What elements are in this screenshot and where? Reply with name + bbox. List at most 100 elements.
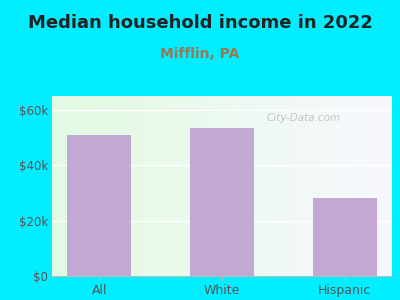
Bar — [218, 96, 222, 276]
Bar — [341, 96, 344, 276]
Bar — [190, 128, 254, 276]
Bar — [362, 96, 365, 276]
Bar — [226, 96, 229, 276]
Bar — [212, 96, 215, 276]
Bar — [106, 96, 110, 276]
Bar — [202, 96, 205, 276]
Bar — [158, 96, 161, 276]
Bar — [96, 96, 100, 276]
Bar — [52, 96, 55, 276]
Bar — [55, 96, 59, 276]
Bar — [137, 96, 140, 276]
Bar — [110, 96, 113, 276]
Text: Median household income in 2022: Median household income in 2022 — [28, 14, 372, 32]
Bar — [253, 96, 256, 276]
Bar — [365, 96, 368, 276]
Bar — [344, 96, 348, 276]
Bar — [300, 96, 304, 276]
Bar — [86, 96, 89, 276]
Bar — [382, 96, 385, 276]
Bar — [266, 96, 270, 276]
Bar — [154, 96, 158, 276]
Bar — [310, 96, 314, 276]
Bar — [127, 96, 130, 276]
Bar — [188, 96, 192, 276]
Bar — [147, 96, 150, 276]
Bar — [314, 96, 317, 276]
Bar — [69, 96, 72, 276]
Bar — [205, 96, 208, 276]
Bar — [62, 96, 66, 276]
Bar — [208, 96, 212, 276]
Text: City-Data.com: City-Data.com — [266, 112, 341, 123]
Bar — [283, 96, 286, 276]
Bar — [178, 96, 181, 276]
Bar — [134, 96, 137, 276]
Bar — [375, 96, 378, 276]
Bar — [215, 96, 218, 276]
Bar — [334, 96, 338, 276]
Bar — [192, 96, 195, 276]
Bar — [150, 96, 154, 276]
Bar — [385, 96, 388, 276]
Bar — [103, 96, 106, 276]
Bar — [59, 96, 62, 276]
Bar — [358, 96, 362, 276]
Bar — [229, 96, 232, 276]
Bar — [113, 96, 117, 276]
Bar — [286, 96, 290, 276]
Bar — [181, 96, 185, 276]
Bar — [130, 96, 134, 276]
Bar — [307, 96, 310, 276]
Bar — [222, 96, 226, 276]
Bar — [79, 96, 82, 276]
Bar — [351, 96, 354, 276]
Bar — [276, 96, 280, 276]
Bar — [90, 96, 93, 276]
Bar — [68, 135, 131, 276]
Bar — [293, 96, 297, 276]
Bar — [242, 96, 246, 276]
Bar — [317, 96, 320, 276]
Text: Mifflin, PA: Mifflin, PA — [160, 46, 240, 61]
Bar — [324, 96, 327, 276]
Bar — [140, 96, 144, 276]
Bar — [297, 96, 300, 276]
Bar — [171, 96, 174, 276]
Bar — [123, 96, 127, 276]
Bar — [313, 199, 376, 276]
Bar — [321, 96, 324, 276]
Bar — [389, 96, 392, 276]
Bar — [174, 96, 178, 276]
Bar — [161, 96, 164, 276]
Bar — [273, 96, 276, 276]
Bar — [372, 96, 375, 276]
Bar — [368, 96, 372, 276]
Bar — [93, 96, 96, 276]
Bar — [185, 96, 188, 276]
Bar — [195, 96, 198, 276]
Bar — [263, 96, 266, 276]
Bar — [355, 96, 358, 276]
Bar — [328, 96, 331, 276]
Bar — [338, 96, 341, 276]
Bar — [232, 96, 236, 276]
Bar — [256, 96, 259, 276]
Bar — [198, 96, 202, 276]
Bar — [72, 96, 76, 276]
Bar — [82, 96, 86, 276]
Bar — [378, 96, 382, 276]
Bar — [290, 96, 293, 276]
Bar — [100, 96, 103, 276]
Bar — [270, 96, 273, 276]
Bar — [246, 96, 249, 276]
Bar — [236, 96, 239, 276]
Bar — [164, 96, 168, 276]
Bar — [331, 96, 334, 276]
Bar — [168, 96, 171, 276]
Bar — [348, 96, 351, 276]
Bar — [239, 96, 242, 276]
Bar — [304, 96, 307, 276]
Bar — [249, 96, 253, 276]
Bar — [144, 96, 147, 276]
